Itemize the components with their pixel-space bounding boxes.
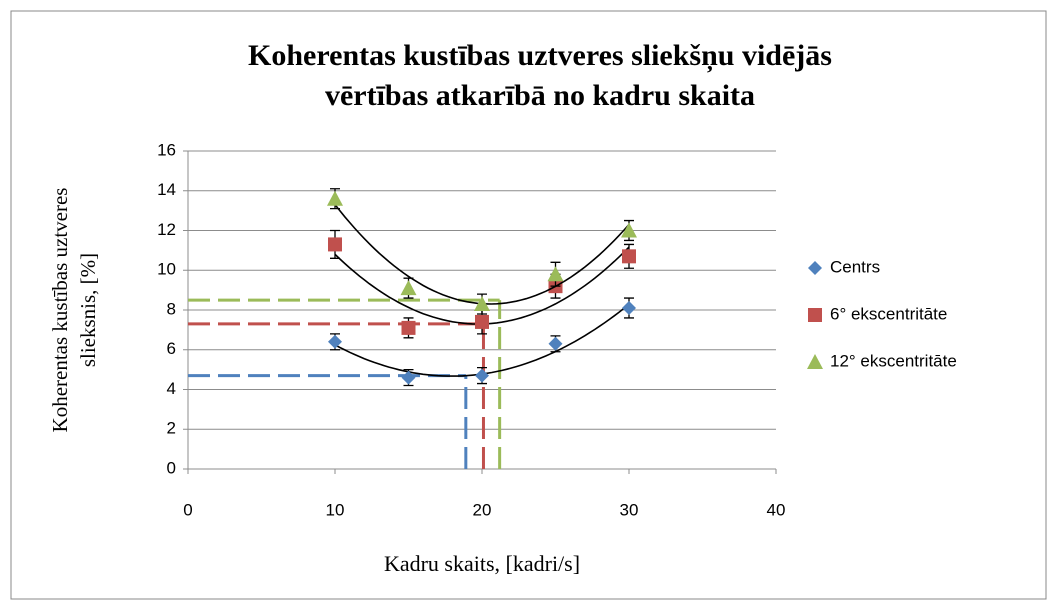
y-tick-label: 14 [157, 180, 176, 199]
marker [475, 368, 489, 383]
y-axis-label-line: slieksnis, [%] [76, 253, 100, 367]
chart-title: Koherentas kustības uztveres sliekšņu vi… [248, 39, 832, 73]
marker [328, 237, 342, 252]
legend-label: 12° ekscentritāte [830, 351, 957, 370]
marker [475, 314, 489, 329]
chart-frame [10, 10, 1047, 600]
marker [808, 261, 822, 275]
legend-label: 6° ekscentritāte [830, 304, 947, 323]
marker [547, 266, 564, 282]
y-tick-label: 16 [157, 140, 176, 159]
marker [474, 296, 490, 312]
marker [622, 301, 636, 316]
marker [328, 334, 342, 349]
y-axis-label: Koherentas kustības uztveres slieksnis, … [48, 188, 100, 433]
marker [621, 222, 637, 238]
y-tick-label: 2 [167, 419, 176, 438]
y-axis-label-line: Koherentas kustības uztveres [48, 188, 72, 433]
x-tick-label: 20 [473, 500, 492, 519]
marker [401, 320, 416, 335]
x-tick-label: 0 [183, 500, 192, 519]
y-tick-label: 6 [167, 339, 176, 358]
marker [401, 370, 416, 385]
y-tick-label: 8 [167, 299, 176, 318]
marker [808, 308, 822, 322]
marker [548, 336, 563, 351]
marker [327, 190, 343, 206]
y-tick-label: 0 [167, 458, 176, 477]
marker [622, 249, 636, 264]
y-tick-label: 12 [157, 220, 176, 239]
x-tick-label: 30 [620, 500, 639, 519]
x-tick-label: 40 [767, 500, 786, 519]
legend-label: Centrs [830, 257, 880, 276]
marker [400, 280, 417, 296]
y-tick-label: 10 [157, 260, 176, 279]
x-axis-label: Kadru skaits, [kadri/s] [384, 551, 580, 576]
y-tick-label: 4 [167, 379, 176, 398]
x-tick-label: 10 [326, 500, 345, 519]
chart-title: vērtības atkarībā no kadru skaita [325, 79, 755, 112]
marker [807, 354, 823, 369]
